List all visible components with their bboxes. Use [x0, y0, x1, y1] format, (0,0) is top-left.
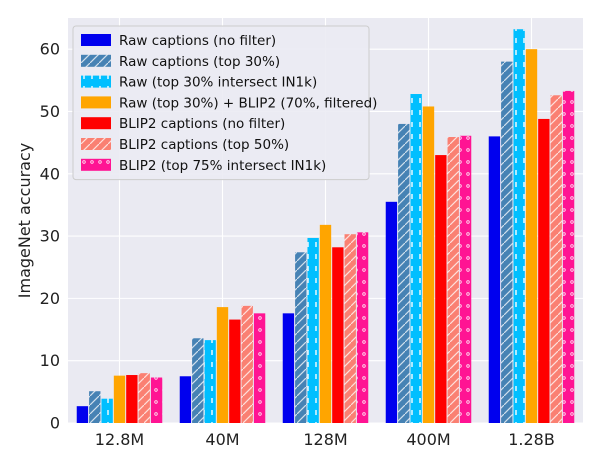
- bar: [410, 94, 422, 423]
- bar: [525, 49, 538, 424]
- legend-label: Raw (top 30% intersect IN1k): [119, 75, 317, 91]
- legend: [72, 25, 370, 181]
- bar: [282, 313, 295, 423]
- y-tick-label: 50: [40, 102, 60, 121]
- bar: [307, 237, 319, 423]
- bar: [385, 201, 398, 423]
- x-tick-label: 400M: [406, 430, 450, 449]
- bar: [435, 155, 447, 424]
- legend-label: Raw (top 30%) + BLIP2 (70%, filtered): [119, 95, 377, 111]
- bar: [319, 224, 332, 423]
- bar: [344, 234, 356, 423]
- bar: [229, 319, 241, 423]
- bar: [501, 61, 513, 423]
- bar: [241, 305, 253, 423]
- y-tick-label: 30: [40, 227, 60, 246]
- y-tick-label: 60: [40, 40, 60, 59]
- bar: [488, 136, 501, 423]
- bar: [459, 135, 472, 423]
- bar: [126, 375, 138, 423]
- bar: [101, 398, 113, 423]
- legend-label: BLIP2 captions (no filter): [119, 116, 285, 132]
- legend-label: Raw captions (no filter): [119, 33, 276, 49]
- bar: [89, 391, 101, 423]
- bar: [356, 232, 369, 423]
- x-tick-label: 12.8M: [95, 430, 144, 449]
- bar: [76, 406, 89, 423]
- bar: [447, 137, 459, 423]
- y-tick-label: 10: [40, 351, 60, 370]
- legend-swatch: [81, 158, 111, 171]
- bar: [332, 247, 344, 423]
- legend-swatch: [81, 34, 111, 46]
- bar: [398, 123, 410, 423]
- legend-label: Raw captions (top 30%): [119, 54, 280, 70]
- bar: [538, 118, 550, 423]
- legend-swatch: [81, 54, 111, 67]
- y-tick-label: 0: [50, 414, 60, 433]
- legend-label: BLIP2 (top 75% intersect IN1k): [119, 158, 326, 174]
- bar: [179, 376, 192, 423]
- x-tick-label: 1.28B: [508, 430, 555, 449]
- bar: [295, 252, 307, 423]
- legend-swatch: [81, 96, 111, 109]
- legend-label: BLIP2 captions (top 50%): [119, 137, 289, 153]
- legend-swatch: [81, 75, 111, 88]
- legend-swatch: [81, 117, 111, 130]
- bar: [113, 375, 126, 423]
- legend-swatch: [81, 138, 111, 150]
- bar: [562, 90, 575, 424]
- x-tick-label: 40M: [205, 430, 239, 449]
- y-tick-label: 20: [40, 289, 60, 308]
- bar: [138, 373, 150, 423]
- bar: [150, 377, 163, 423]
- bar: [422, 106, 435, 423]
- y-tick-label: 40: [40, 164, 60, 183]
- bar: [216, 307, 229, 423]
- bar: [204, 340, 216, 423]
- bar: [192, 338, 204, 423]
- bar: [253, 313, 266, 423]
- bar: [513, 29, 525, 423]
- y-axis-label: ImageNet accuracy: [15, 143, 34, 298]
- bar: [550, 95, 562, 423]
- x-tick-label: 128M: [303, 430, 347, 449]
